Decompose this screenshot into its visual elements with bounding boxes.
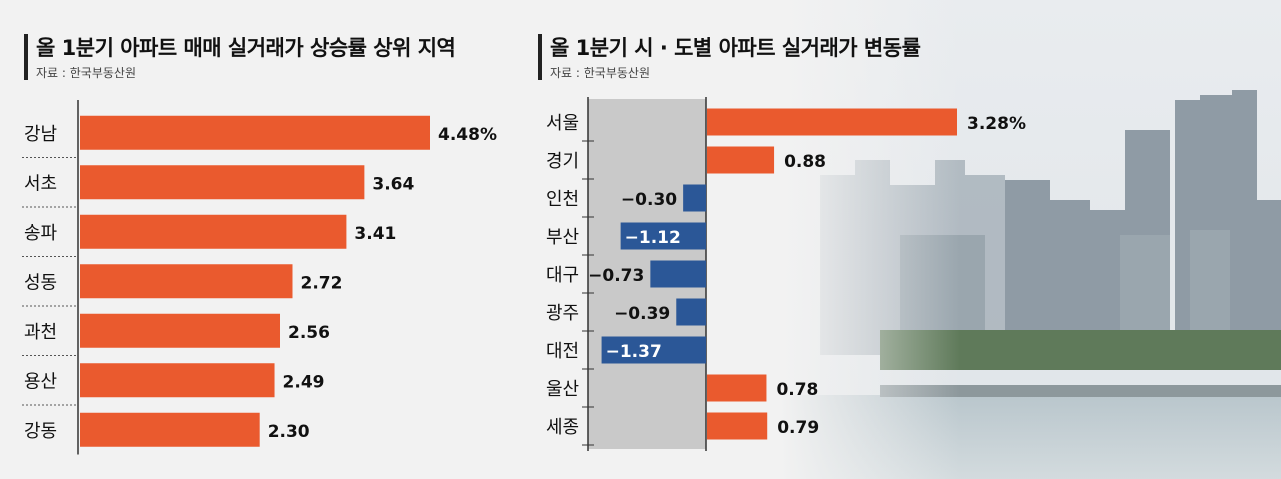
bar — [707, 374, 767, 402]
bar — [80, 313, 280, 348]
category-label: 부산 — [546, 227, 579, 248]
category-label: 서울 — [546, 113, 579, 134]
bar — [676, 298, 706, 326]
right-chart-title: 올 1분기 시 · 도별 아파트 실거래가 변동률 — [550, 36, 921, 60]
category-label: 송파 — [24, 223, 58, 244]
bar — [80, 412, 260, 447]
left-title-accent — [24, 34, 28, 80]
left-chart-title: 올 1분기 아파트 매매 실거래가 상승률 상위 지역 — [36, 36, 456, 60]
value-label: −1.12 — [625, 228, 681, 248]
value-label: −0.73 — [588, 266, 644, 286]
bar — [80, 115, 430, 150]
left-chart-source: 자료 : 한국부동산원 — [36, 66, 136, 80]
value-label: −1.37 — [606, 342, 662, 362]
value-label: 3.41 — [354, 224, 396, 244]
bar — [80, 214, 347, 249]
category-label: 용산 — [24, 371, 57, 392]
value-label: 2.49 — [283, 372, 325, 392]
category-label: 세종 — [546, 417, 579, 438]
category-label: 서초 — [24, 173, 57, 194]
category-label: 광주 — [546, 303, 579, 324]
category-label: 경기 — [546, 151, 579, 172]
category-label: 과천 — [24, 322, 57, 343]
value-label: 0.78 — [776, 380, 818, 400]
value-label: −0.39 — [614, 304, 670, 324]
value-label: 3.28% — [967, 114, 1026, 134]
value-label: 4.48% — [438, 125, 497, 145]
value-label: −0.30 — [621, 190, 677, 210]
category-label: 강남 — [24, 124, 57, 145]
bar — [80, 165, 365, 200]
category-label: 대전 — [546, 341, 579, 362]
bar — [707, 412, 768, 440]
value-label: 2.30 — [268, 422, 310, 442]
bar — [620, 222, 706, 250]
bar — [707, 108, 957, 136]
category-label: 강동 — [24, 421, 57, 442]
value-label: 2.72 — [301, 273, 343, 293]
value-label: 0.88 — [784, 152, 826, 172]
bar — [650, 260, 706, 288]
right-title-accent — [538, 34, 542, 80]
bar — [80, 264, 293, 299]
bar — [80, 363, 275, 398]
value-label: 0.79 — [777, 418, 819, 438]
category-label: 대구 — [546, 265, 579, 286]
category-label: 인천 — [546, 189, 579, 210]
category-label: 성동 — [24, 272, 57, 293]
bar — [601, 336, 706, 364]
right-chart-source: 자료 : 한국부동산원 — [550, 66, 650, 80]
bar — [683, 184, 706, 212]
value-label: 3.64 — [372, 174, 414, 194]
category-label: 울산 — [546, 379, 579, 400]
value-label: 2.56 — [288, 323, 330, 343]
left-bar-chart: 강남 4.48% 서초 3.64 송파 3.41 성동 2.72 과천 2.56 용산 2.49 강동 2… — [22, 100, 497, 455]
bar — [707, 146, 775, 174]
